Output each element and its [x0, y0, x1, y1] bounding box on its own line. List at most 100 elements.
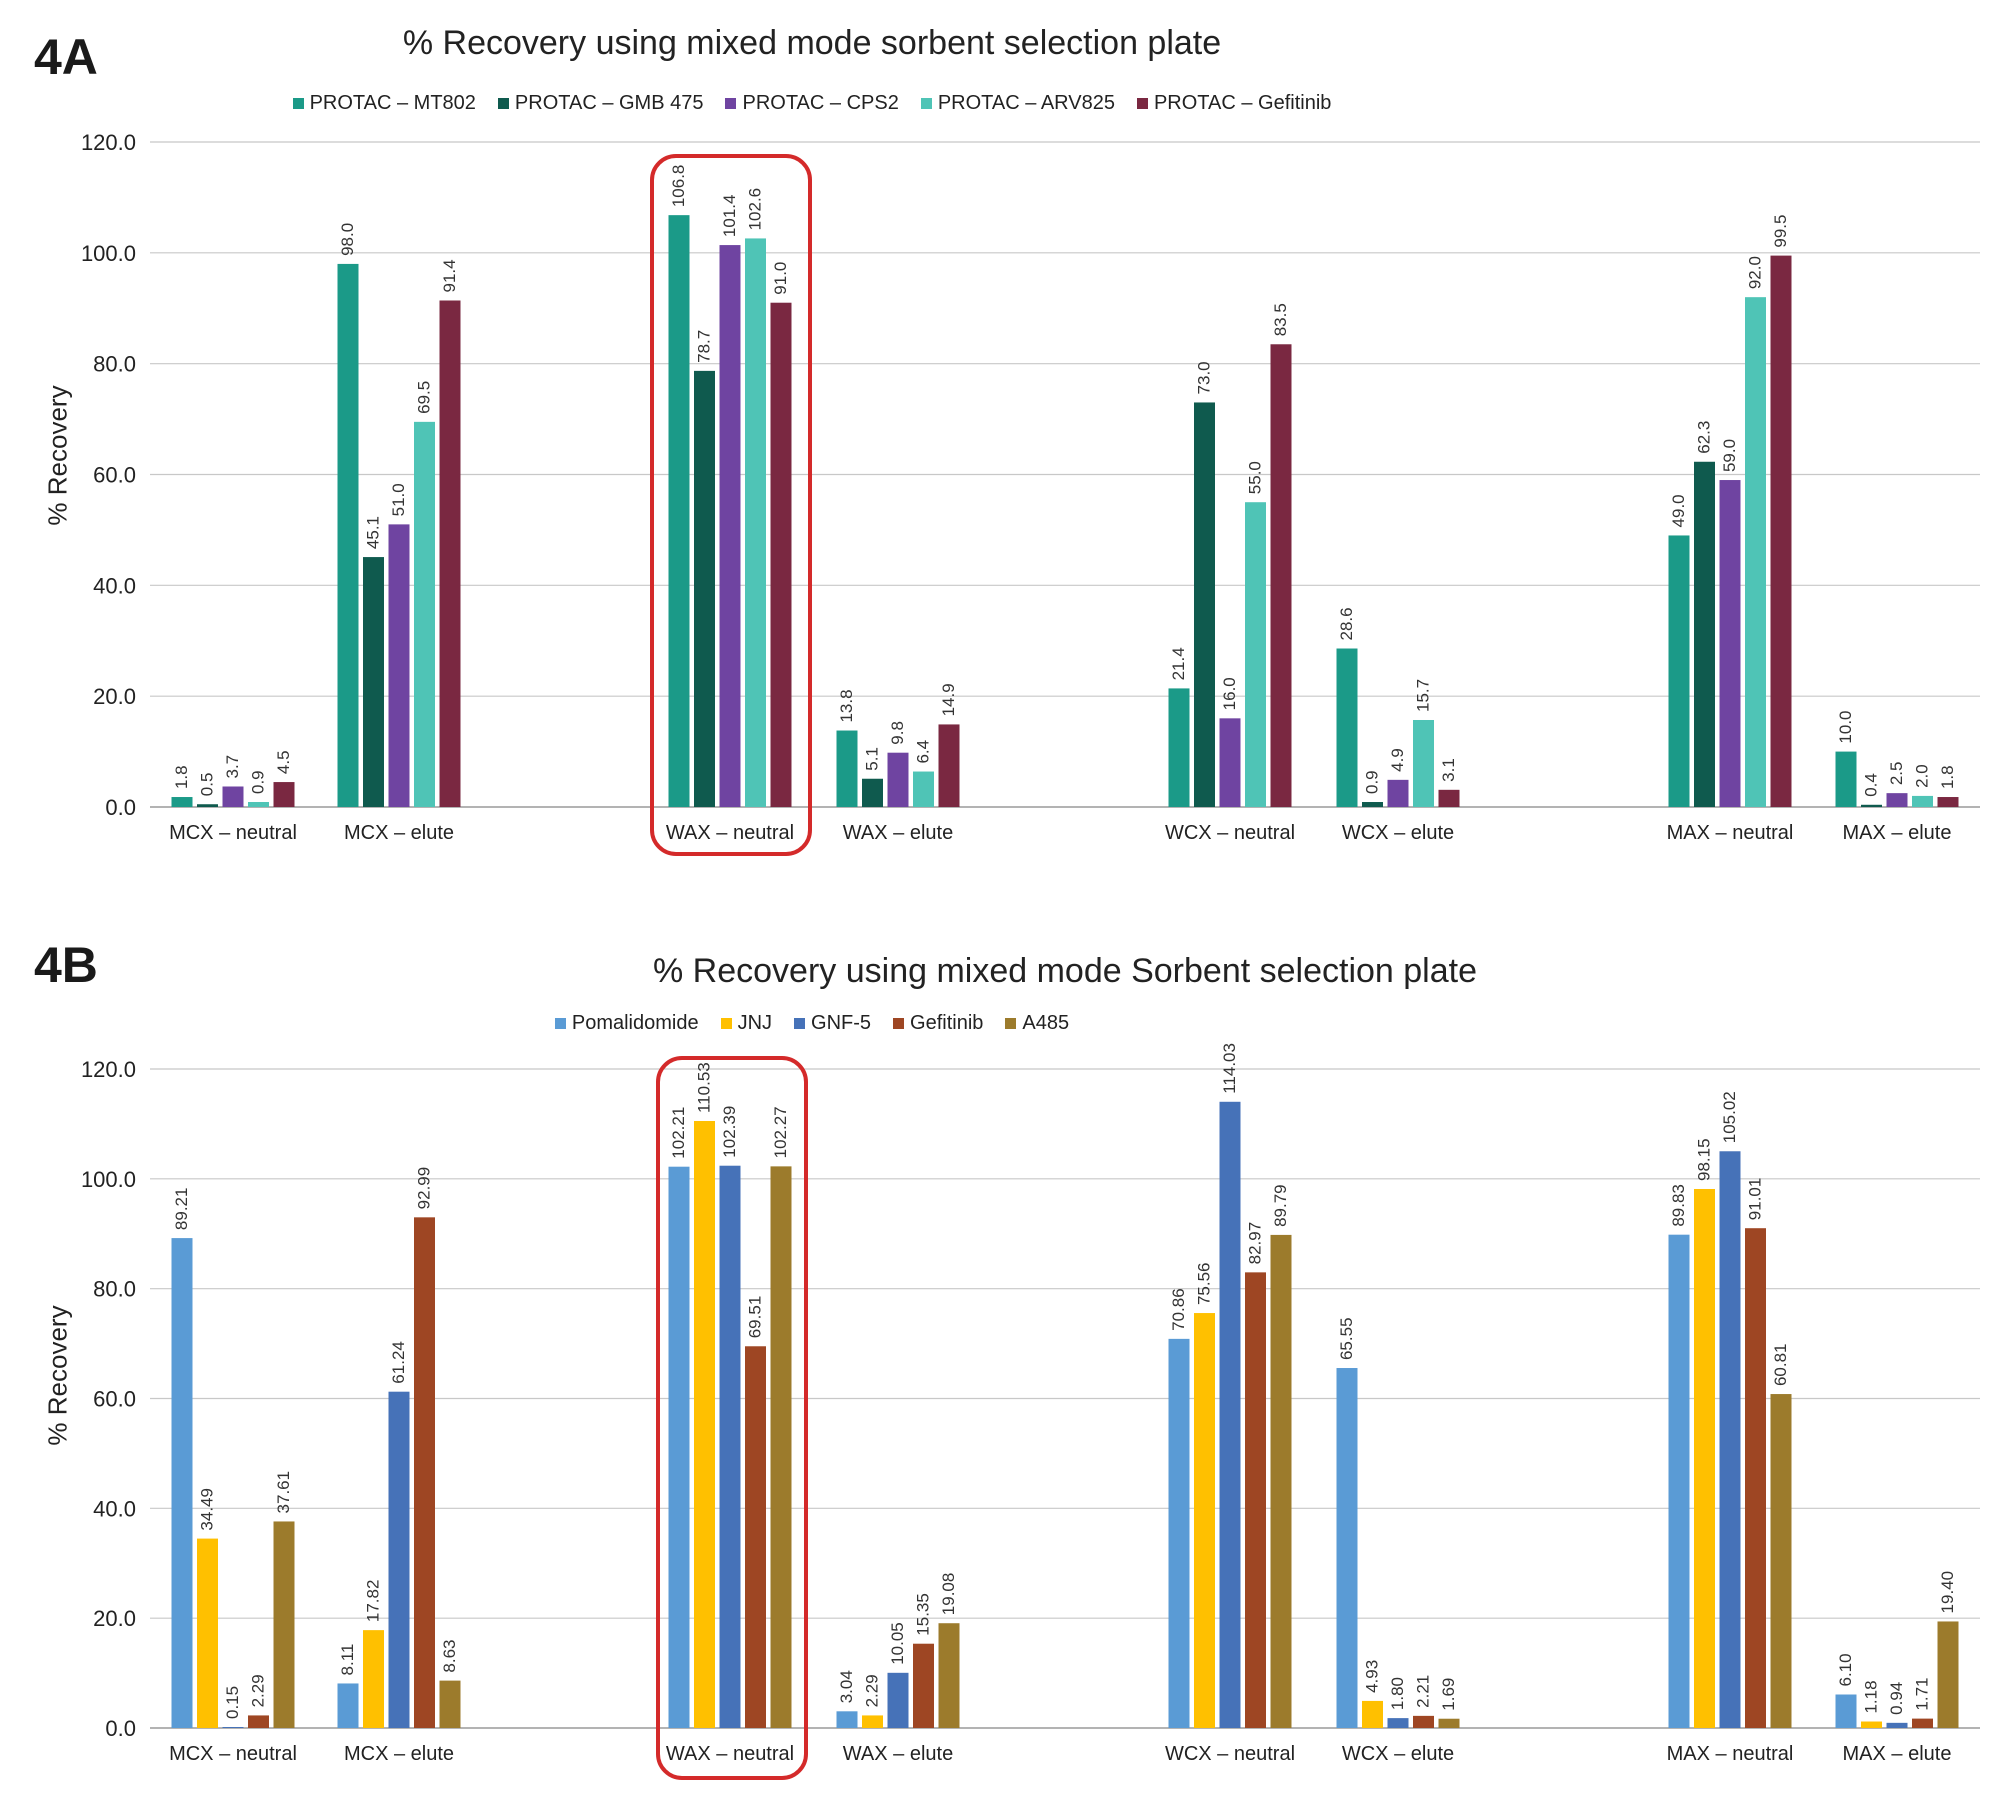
bar [1413, 719, 1434, 807]
bar [1694, 461, 1715, 807]
data-label: 1.69 [1439, 1678, 1458, 1711]
bar [171, 797, 193, 807]
legend-swatch [292, 98, 304, 109]
bar [439, 300, 461, 807]
data-label: 6.4 [914, 740, 933, 764]
bar [1219, 718, 1241, 807]
data-label: 0.5 [198, 773, 217, 797]
data-label: 5.1 [863, 747, 882, 771]
legend-item: A485 [1005, 1012, 1069, 1035]
legend-label: PROTAC – Gefitinib [1153, 92, 1332, 114]
bar [414, 1217, 435, 1728]
panel-4b: 4B % Recovery using mixed mode Sorbent s… [0, 920, 2000, 1801]
legend-item: Gefitinib [893, 1012, 983, 1035]
bar [1387, 1718, 1409, 1728]
legend-swatch [725, 98, 737, 109]
bar [1336, 1368, 1358, 1728]
bar [1861, 1721, 1882, 1728]
bar [171, 1238, 193, 1728]
legend: PROTAC – MT802 PROTAC – GMB 475 PROTAC – C… [0, 92, 1624, 115]
bar [1362, 802, 1383, 807]
legend-item: PROTAC – GMB 475 [497, 92, 703, 115]
data-label: 62.3 [1695, 421, 1714, 454]
data-label: 60.81 [1771, 1344, 1790, 1387]
data-label: 15.35 [914, 1593, 933, 1636]
data-label: 1.80 [1388, 1677, 1407, 1710]
data-label: 0.9 [249, 770, 268, 794]
data-label: 16.0 [1220, 677, 1239, 710]
x-tick-label: WAX – neutral [666, 822, 794, 844]
data-label: 28.6 [1337, 607, 1356, 640]
data-label: 2.5 [1887, 762, 1906, 786]
bar [770, 1166, 792, 1728]
data-label: 19.08 [939, 1573, 958, 1616]
bar [1245, 1272, 1266, 1728]
data-label: 98.15 [1695, 1138, 1714, 1181]
data-label: 10.05 [888, 1622, 907, 1665]
x-tick-label: MCX – elute [344, 1743, 454, 1765]
data-label: 0.9 [1363, 770, 1382, 794]
legend-swatch [1136, 98, 1148, 109]
y-tick-label: 20.0 [93, 684, 136, 709]
bar [694, 370, 715, 807]
legend-label: JNJ [737, 1012, 773, 1034]
data-label: 78.7 [695, 330, 714, 363]
data-label: 3.1 [1439, 758, 1458, 782]
data-label: 61.24 [389, 1341, 408, 1384]
bar [668, 1166, 690, 1728]
data-label: 102.6 [746, 188, 765, 231]
data-label: 102.39 [720, 1106, 739, 1158]
y-tick-label: 0.0 [105, 1716, 136, 1741]
x-tick-label: WAX – elute [843, 1743, 953, 1765]
data-label: 19.40 [1938, 1571, 1957, 1614]
bar [337, 263, 359, 808]
legend-item: GNF-5 [794, 1012, 871, 1035]
bar [862, 778, 883, 807]
bar [197, 1538, 218, 1728]
data-label: 2.21 [1414, 1675, 1433, 1708]
legend-swatch [794, 1018, 806, 1029]
y-tick-label: 40.0 [93, 573, 136, 598]
data-label: 15.7 [1414, 679, 1433, 712]
legend: Pomalidomide JNJ GNF-5 Gefitinib A485 [0, 1012, 1624, 1035]
bar [1194, 1313, 1215, 1728]
legend-item: PROTAC – MT802 [292, 92, 476, 115]
legend-swatch [920, 98, 932, 109]
data-label: 8.11 [338, 1644, 357, 1676]
bar [1438, 1718, 1460, 1728]
bar [745, 238, 766, 808]
chart-title: % Recovery using mixed mode sorbent sele… [402, 24, 1222, 62]
bar [1413, 1715, 1434, 1728]
x-tick-label: MAX – elute [1843, 822, 1952, 844]
highlight-box [650, 154, 812, 856]
y-tick-label: 20.0 [93, 1606, 136, 1631]
data-label: 1.18 [1862, 1680, 1881, 1713]
bar [1336, 648, 1358, 807]
data-label: 3.04 [837, 1670, 856, 1703]
data-label: 9.8 [888, 721, 907, 745]
legend-item: PROTAC – ARV825 [920, 92, 1115, 115]
bar [1912, 1718, 1933, 1728]
legend-label: Pomalidomide [571, 1012, 699, 1034]
data-label: 37.61 [274, 1471, 293, 1514]
data-label: 55.0 [1246, 461, 1265, 494]
data-label: 10.0 [1836, 710, 1855, 743]
bar [248, 1715, 269, 1728]
y-tick-label: 60.0 [93, 463, 136, 488]
legend-label: A485 [1022, 1012, 1070, 1034]
x-tick-label: WCX – elute [1342, 822, 1454, 844]
legend-item: PROTAC – Gefitinib [1136, 92, 1332, 115]
y-tick-label: 60.0 [93, 1387, 136, 1412]
data-label: 0.4 [1862, 773, 1881, 797]
data-label: 98.0 [338, 223, 357, 256]
data-label: 2.29 [249, 1674, 268, 1707]
legend-swatch [554, 1018, 566, 1029]
data-label: 114.03 [1220, 1043, 1239, 1094]
data-label: 49.0 [1669, 494, 1688, 527]
bar [1835, 1694, 1857, 1728]
data-label: 3.7 [223, 755, 242, 779]
y-tick-label: 120.0 [81, 130, 136, 155]
data-label: 82.97 [1246, 1222, 1265, 1265]
data-label: 2.29 [863, 1674, 882, 1707]
data-label: 102.27 [771, 1106, 790, 1158]
